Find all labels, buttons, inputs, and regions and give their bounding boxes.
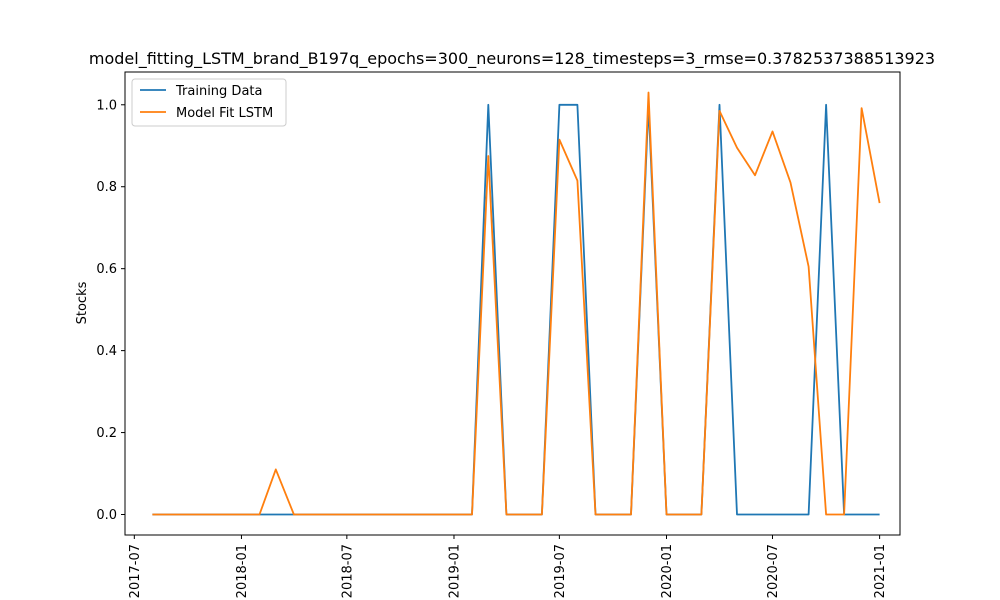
chart-title: model_fitting_LSTM_brand_B197q_epochs=30… xyxy=(89,49,935,69)
x-tick-label: 2020-07 xyxy=(766,544,781,598)
x-tick-label: 2019-01 xyxy=(448,544,463,598)
legend-box xyxy=(131,78,287,127)
legend-label-model-fit: Model Fit LSTM xyxy=(176,106,273,121)
y-tick-label: 0.6 xyxy=(96,262,117,277)
series-line-model-fit-lstm xyxy=(152,91,881,516)
x-tick-label: 2018-07 xyxy=(340,544,355,598)
x-tick-label: 2018-01 xyxy=(235,544,250,598)
y-tick-label: 0.0 xyxy=(96,508,117,523)
x-tick-label: 2020-01 xyxy=(660,544,675,598)
x-tick-label: 2021-01 xyxy=(873,544,888,598)
y-axis: 0.0 0.2 0.4 0.6 0.8 1.0 xyxy=(96,98,125,523)
y-tick-label: 0.8 xyxy=(96,180,117,195)
series-line-training-data xyxy=(152,103,880,516)
y-axis-label: Stocks xyxy=(75,281,90,324)
legend: Training Data Model Fit LSTM xyxy=(131,78,287,127)
x-axis: 2017-07 2018-01 2018-07 2019-01 2019-07 2020-… xyxy=(128,535,888,598)
x-tick-label: 2019-07 xyxy=(553,544,568,598)
legend-label-training-data: Training Data xyxy=(175,84,262,99)
y-tick-label: 0.4 xyxy=(96,344,117,359)
y-tick-label: 1.0 xyxy=(96,98,117,113)
plot-frame xyxy=(124,71,901,536)
plot-lines xyxy=(152,91,881,516)
y-tick-label: 0.2 xyxy=(96,426,117,441)
x-tick-label: 2017-07 xyxy=(128,544,143,598)
